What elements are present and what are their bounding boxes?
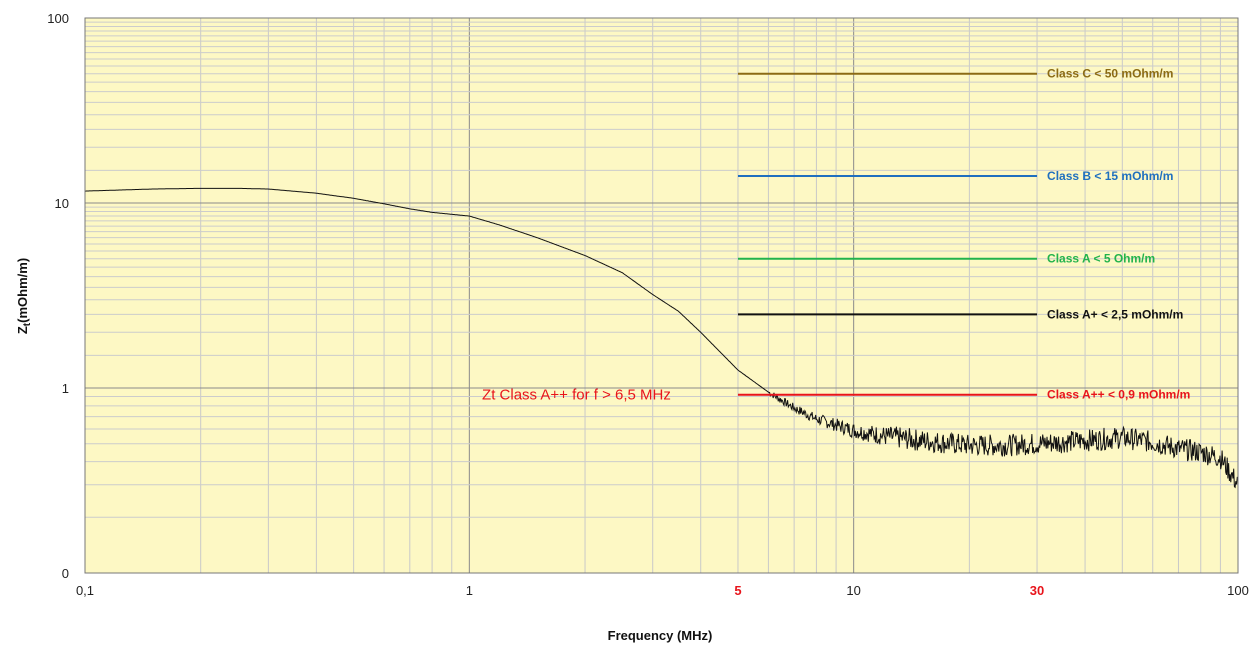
limit-label: Class C < 50 mOhm/m — [1047, 67, 1173, 81]
x-tick-label: 1 — [466, 583, 473, 598]
plot-area — [85, 18, 1238, 573]
x-tick-label: 100 — [1227, 583, 1249, 598]
x-tick-label: 10 — [846, 583, 860, 598]
y-tick-label: 100 — [47, 11, 69, 26]
limit-label: Class A++ < 0,9 mOhm/m — [1047, 388, 1190, 402]
limit-label: Class B < 15 mOhm/m — [1047, 169, 1173, 183]
y-axis-title: Zt(mOhm/m) — [15, 258, 33, 334]
x-tick-label: 30 — [1030, 583, 1044, 598]
limit-label: Class A+ < 2,5 mOhm/m — [1047, 307, 1183, 321]
impedance-curve — [85, 187, 1239, 489]
limit-label: Class A < 5 Ohm/m — [1047, 252, 1155, 266]
y-tick-label: 10 — [55, 196, 69, 211]
x-tick-label: 5 — [734, 583, 741, 598]
annotation-label: Zt Class A++ for f > 6,5 MHz — [482, 387, 671, 404]
plot-frame — [84, 17, 1239, 574]
y-tick-label: 1 — [62, 381, 69, 396]
x-tick-label: 0,1 — [76, 583, 94, 598]
x-axis-title: Frequency (MHz) — [608, 628, 713, 643]
y-tick-label: 0 — [62, 566, 69, 581]
